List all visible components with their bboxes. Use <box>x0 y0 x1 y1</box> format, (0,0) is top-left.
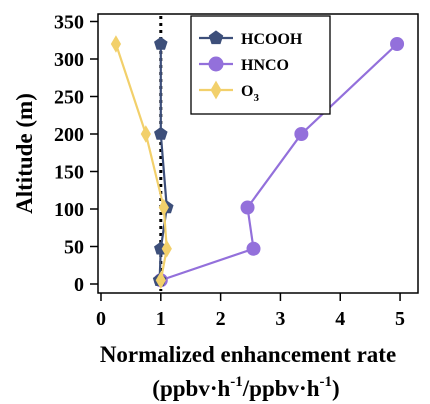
y-tick-label: 300 <box>54 49 84 71</box>
legend-label-o3: O3 <box>241 83 259 104</box>
x-tick-label: 5 <box>395 308 405 330</box>
legend-label-hcooh: HCOOH <box>241 31 303 48</box>
y-tick-label: 100 <box>54 199 84 221</box>
x-tick-label: 2 <box>216 308 226 330</box>
y-tick-label: 350 <box>54 12 84 34</box>
data-point-hnco <box>240 200 255 215</box>
data-point-o3 <box>161 239 172 258</box>
legend-label-hnco: HNCO <box>241 57 289 74</box>
x-tick-label: 1 <box>156 308 166 330</box>
x-units-sup2: -1 <box>320 374 333 390</box>
y-tick-label: 150 <box>54 162 84 184</box>
x-units-sup1: -1 <box>230 374 243 390</box>
y-tick-label: 0 <box>74 274 84 296</box>
y-tick-label: 250 <box>54 87 84 109</box>
x-tick-label: 0 <box>96 308 106 330</box>
legend: HCOOH HNCO O3 <box>190 15 331 115</box>
data-point-hcooh <box>154 126 168 140</box>
x-units-mid: /ppbv·h <box>242 376 320 401</box>
data-point-o3 <box>158 198 169 217</box>
data-point-hnco <box>246 241 261 256</box>
plot-frame <box>97 13 419 294</box>
x-tick-label: 4 <box>335 308 345 330</box>
y-tick-label: 50 <box>64 237 84 259</box>
legend-marker-o3 <box>210 80 222 100</box>
x-units-close: ) <box>332 376 340 401</box>
data-point-o3 <box>110 35 122 53</box>
data-point-hnco <box>390 37 405 51</box>
x-axis-title: Normalized enhancement rate <box>100 342 396 367</box>
y-tick-label: 200 <box>54 124 84 146</box>
series-layer <box>110 35 405 290</box>
legend-marker-hnco <box>208 56 224 72</box>
data-point-o3 <box>140 125 151 143</box>
legend-marker-hcooh <box>208 30 224 45</box>
data-point-hnco <box>294 127 309 141</box>
data-point-o3 <box>155 271 166 290</box>
y-axis-title: Altitude (m) <box>12 93 37 214</box>
x-axis-units: (ppbv·h-1/ppbv·h-1) <box>152 374 339 401</box>
x-tick-label: 3 <box>275 308 285 330</box>
data-point-hcooh <box>154 36 168 50</box>
series-o3 <box>110 35 172 290</box>
x-units-open: (ppbv·h <box>152 376 230 401</box>
